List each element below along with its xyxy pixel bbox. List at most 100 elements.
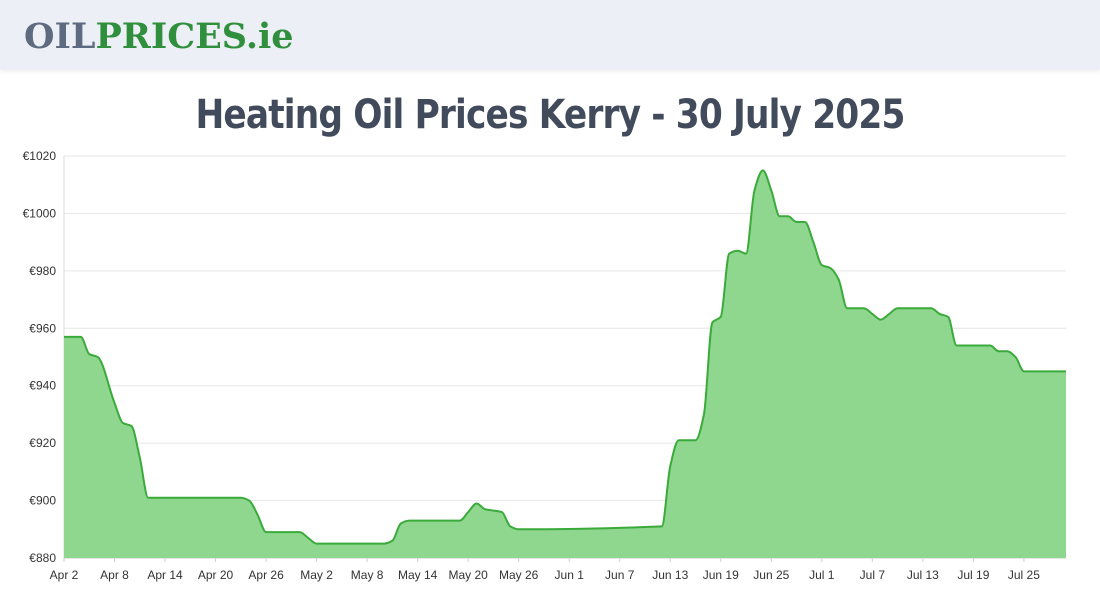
data-point [711, 321, 713, 323]
header-bar: OILPRICES.ie [0, 0, 1100, 70]
x-tick-label: Jun 13 [652, 568, 688, 582]
y-tick-label: €1000 [23, 206, 57, 220]
data-point [248, 499, 250, 501]
data-point [475, 502, 477, 504]
data-point [939, 313, 941, 315]
site-logo[interactable]: OILPRICES.ie [24, 13, 294, 61]
data-point [720, 316, 722, 318]
data-point [837, 278, 839, 280]
data-point [383, 542, 385, 544]
data-point [139, 456, 141, 458]
logo-oil: OIL [24, 16, 96, 57]
data-point [501, 511, 503, 513]
data-point [669, 465, 671, 467]
logo-prices: PRICES [95, 16, 246, 57]
x-tick-label: May 14 [398, 568, 438, 582]
data-point [80, 336, 82, 338]
data-point [795, 221, 797, 223]
data-point [703, 413, 705, 415]
data-point [256, 514, 258, 516]
data-point [122, 422, 124, 424]
x-tick-label: Apr 20 [198, 568, 234, 582]
data-point [997, 350, 999, 352]
x-tick-label: Jul 1 [809, 568, 835, 582]
data-point [155, 497, 157, 499]
data-point [888, 313, 890, 315]
data-point [299, 531, 301, 533]
data-point [509, 525, 511, 527]
y-tick-label: €900 [29, 494, 56, 508]
x-tick-label: Jul 19 [957, 568, 989, 582]
data-point [871, 313, 873, 315]
data-point [863, 307, 865, 309]
data-point [391, 540, 393, 542]
data-point [930, 307, 932, 309]
data-point [661, 525, 663, 527]
x-tick-label: Jun 25 [753, 568, 789, 582]
y-tick-label: €940 [29, 379, 56, 393]
y-tick-label: €980 [29, 264, 56, 278]
data-point [694, 439, 696, 441]
data-point [753, 189, 755, 191]
data-point [964, 344, 966, 346]
data-point [307, 537, 309, 539]
data-point [955, 344, 957, 346]
x-tick-label: Jun 7 [605, 568, 635, 582]
data-point [240, 497, 242, 499]
data-point [459, 519, 461, 521]
data-point [400, 522, 402, 524]
data-point [1023, 370, 1025, 372]
y-tick-label: €920 [29, 436, 56, 450]
data-point [467, 511, 469, 513]
x-tick-label: May 8 [351, 568, 384, 582]
x-tick-label: May 2 [300, 568, 333, 582]
data-point [265, 531, 267, 533]
data-point [484, 508, 486, 510]
data-point [770, 189, 772, 191]
y-tick-label: €1020 [23, 149, 57, 163]
data-point [315, 542, 317, 544]
x-tick-label: Apr 26 [248, 568, 284, 582]
data-point [1014, 356, 1016, 358]
data-point [130, 425, 132, 427]
x-tick-label: Jul 7 [860, 568, 886, 582]
data-point [779, 215, 781, 217]
data-point [821, 264, 823, 266]
price-line [64, 169, 1066, 545]
x-tick-label: Apr 14 [147, 568, 183, 582]
data-point [677, 439, 679, 441]
x-tick-label: Jul 13 [907, 568, 939, 582]
data-point [829, 267, 831, 269]
data-point [1006, 350, 1008, 352]
data-point [96, 356, 98, 358]
x-tick-label: Apr 2 [50, 568, 79, 582]
data-point [762, 169, 764, 171]
data-point [812, 241, 814, 243]
data-point [736, 250, 738, 252]
data-point [854, 307, 856, 309]
y-tick-label: €960 [29, 321, 56, 335]
data-point [728, 252, 730, 254]
x-tick-label: Jun 19 [703, 568, 739, 582]
data-point [846, 307, 848, 309]
data-point [804, 221, 806, 223]
y-tick-label: €880 [29, 551, 56, 565]
data-point [517, 528, 519, 530]
x-tick-label: Jul 25 [1008, 568, 1040, 582]
data-point [787, 215, 789, 217]
data-point [147, 497, 149, 499]
data-point [63, 336, 65, 338]
data-point [1065, 370, 1067, 372]
x-tick-label: Jun 1 [555, 568, 585, 582]
chart-title: Heating Oil Prices Kerry - 30 July 2025 [195, 92, 905, 138]
data-point [113, 402, 115, 404]
data-point [947, 316, 949, 318]
x-tick-label: May 26 [499, 568, 539, 582]
data-point [88, 353, 90, 355]
data-point [896, 307, 898, 309]
data-point [880, 318, 882, 320]
data-point [408, 519, 410, 521]
price-area [64, 170, 1066, 559]
data-point [745, 252, 747, 254]
